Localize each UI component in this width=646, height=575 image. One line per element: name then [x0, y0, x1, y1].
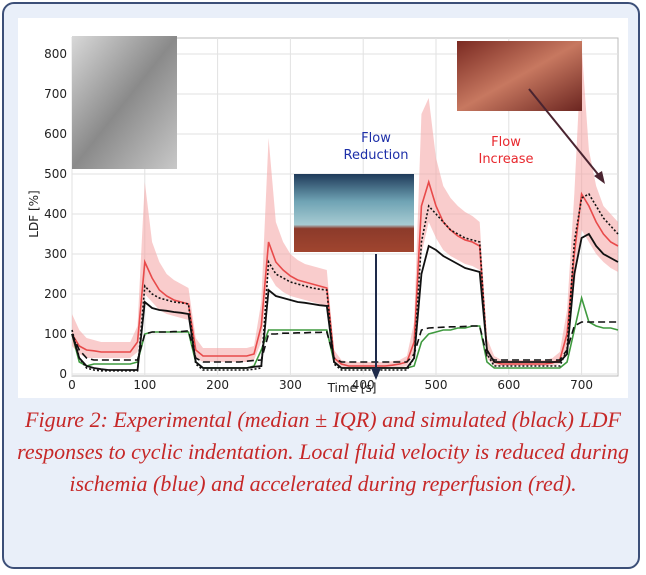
x-tick-label: 200	[206, 378, 229, 392]
y-tick-label: 100	[44, 327, 67, 341]
y-tick-label: 300	[44, 247, 67, 261]
x-tick-label: 0	[68, 378, 76, 392]
arrow-head	[371, 368, 381, 380]
chart: LDF [%] Time [s] 0 100 200 300 400 500 600 700 8…	[18, 18, 628, 398]
photo-inset	[72, 36, 177, 169]
y-tick-label: 200	[44, 287, 67, 301]
y-tick-label: 700	[44, 87, 67, 101]
series-line	[71, 179, 619, 367]
arrow-head	[594, 171, 605, 184]
series-line	[71, 232, 619, 371]
y-tick-label: 600	[44, 127, 67, 141]
heatmap-reduction	[294, 174, 414, 252]
x-tick-label: 400	[352, 378, 375, 392]
series-line	[71, 321, 618, 363]
figure-caption: Figure 2: Experimental (median ± IQR) an…	[17, 407, 629, 496]
x-axis-label: Time [s]	[327, 381, 377, 395]
x-tick-label: 500	[425, 378, 448, 392]
y-tick-label: 800	[44, 47, 67, 61]
x-tick-label: 700	[570, 378, 593, 392]
heatmap-increase	[457, 41, 582, 111]
y-tick-label: 500	[44, 167, 67, 181]
series-line	[71, 192, 619, 372]
insets	[72, 36, 605, 380]
figure-box: LDF [%] Time [s] 0 100 200 300 400 500 600 700 8…	[2, 2, 640, 569]
arrow	[528, 88, 602, 179]
x-tick-label: 100	[133, 378, 156, 392]
plot-area: 0 100 200 300 400 500 600 700 800 0 100 200 300 400 50…	[44, 37, 619, 392]
annotation: Flow Increase	[478, 135, 533, 167]
x-tick-label: 600	[497, 378, 520, 392]
y-tick-label: 400	[44, 207, 67, 221]
y-tick-label: 0	[59, 367, 67, 381]
y-axis-label: LDF [%]	[27, 190, 41, 237]
annotation: Flow Reduction	[344, 131, 409, 163]
x-tick-label: 300	[279, 378, 302, 392]
